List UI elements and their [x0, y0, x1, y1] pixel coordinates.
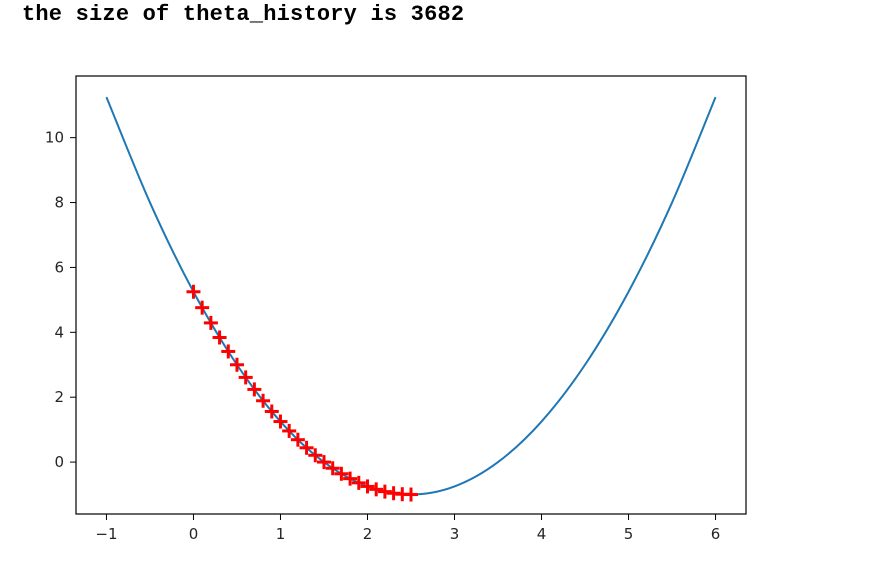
theta-history-marker [343, 471, 358, 486]
theta-history-marker [256, 393, 271, 408]
theta-history-marker [221, 344, 236, 359]
y-tick-label: 2 [54, 388, 64, 406]
x-tick-label: −1 [95, 525, 117, 543]
theta-history-marker [351, 475, 366, 490]
theta-history-marker [316, 455, 331, 470]
x-tick-label: 0 [189, 525, 199, 543]
theta-history-marker [334, 466, 349, 481]
y-axis: 0 2 4 6 8 10 [45, 129, 76, 471]
x-tick-label: 1 [276, 525, 286, 543]
theta-history-marker [377, 484, 392, 499]
theta-history-marker [308, 448, 323, 463]
theta-history-marker [203, 315, 218, 330]
x-tick-label: 2 [363, 525, 373, 543]
cell-output-text: the size of theta_history is 3682 [22, 2, 465, 27]
theta-history-marker [404, 487, 418, 502]
plot-frame [75, 75, 747, 515]
y-tick-label: 0 [54, 453, 64, 471]
theta-history-marker [229, 357, 244, 372]
y-tick-label: 6 [54, 258, 64, 276]
theta-history-marker [282, 423, 297, 438]
y-tick-label: 4 [54, 323, 64, 341]
theta-history-marker [247, 382, 262, 397]
theta-history-marker [186, 284, 201, 299]
y-tick-label: 8 [54, 194, 64, 212]
x-tick-label: 4 [537, 525, 547, 543]
x-tick-label: 5 [624, 525, 634, 543]
theta-history-marker [290, 432, 305, 447]
series-layer [105, 96, 717, 502]
x-axis: −1 0 1 2 3 4 5 6 [95, 514, 720, 543]
theta-history-marker [325, 461, 340, 476]
theta-history-marker [369, 482, 384, 497]
theta-history-marker [264, 404, 279, 419]
theta-history-marker [212, 330, 227, 345]
y-tick-label: 10 [45, 129, 64, 147]
x-tick-label: 3 [450, 525, 460, 543]
theta-history-marker [238, 370, 253, 385]
x-tick-label: 6 [711, 525, 721, 543]
theta-history-marker [273, 414, 288, 429]
theta-history-marker [195, 300, 210, 315]
theta-history-marker [299, 440, 314, 455]
theta-history-marker [360, 479, 375, 494]
